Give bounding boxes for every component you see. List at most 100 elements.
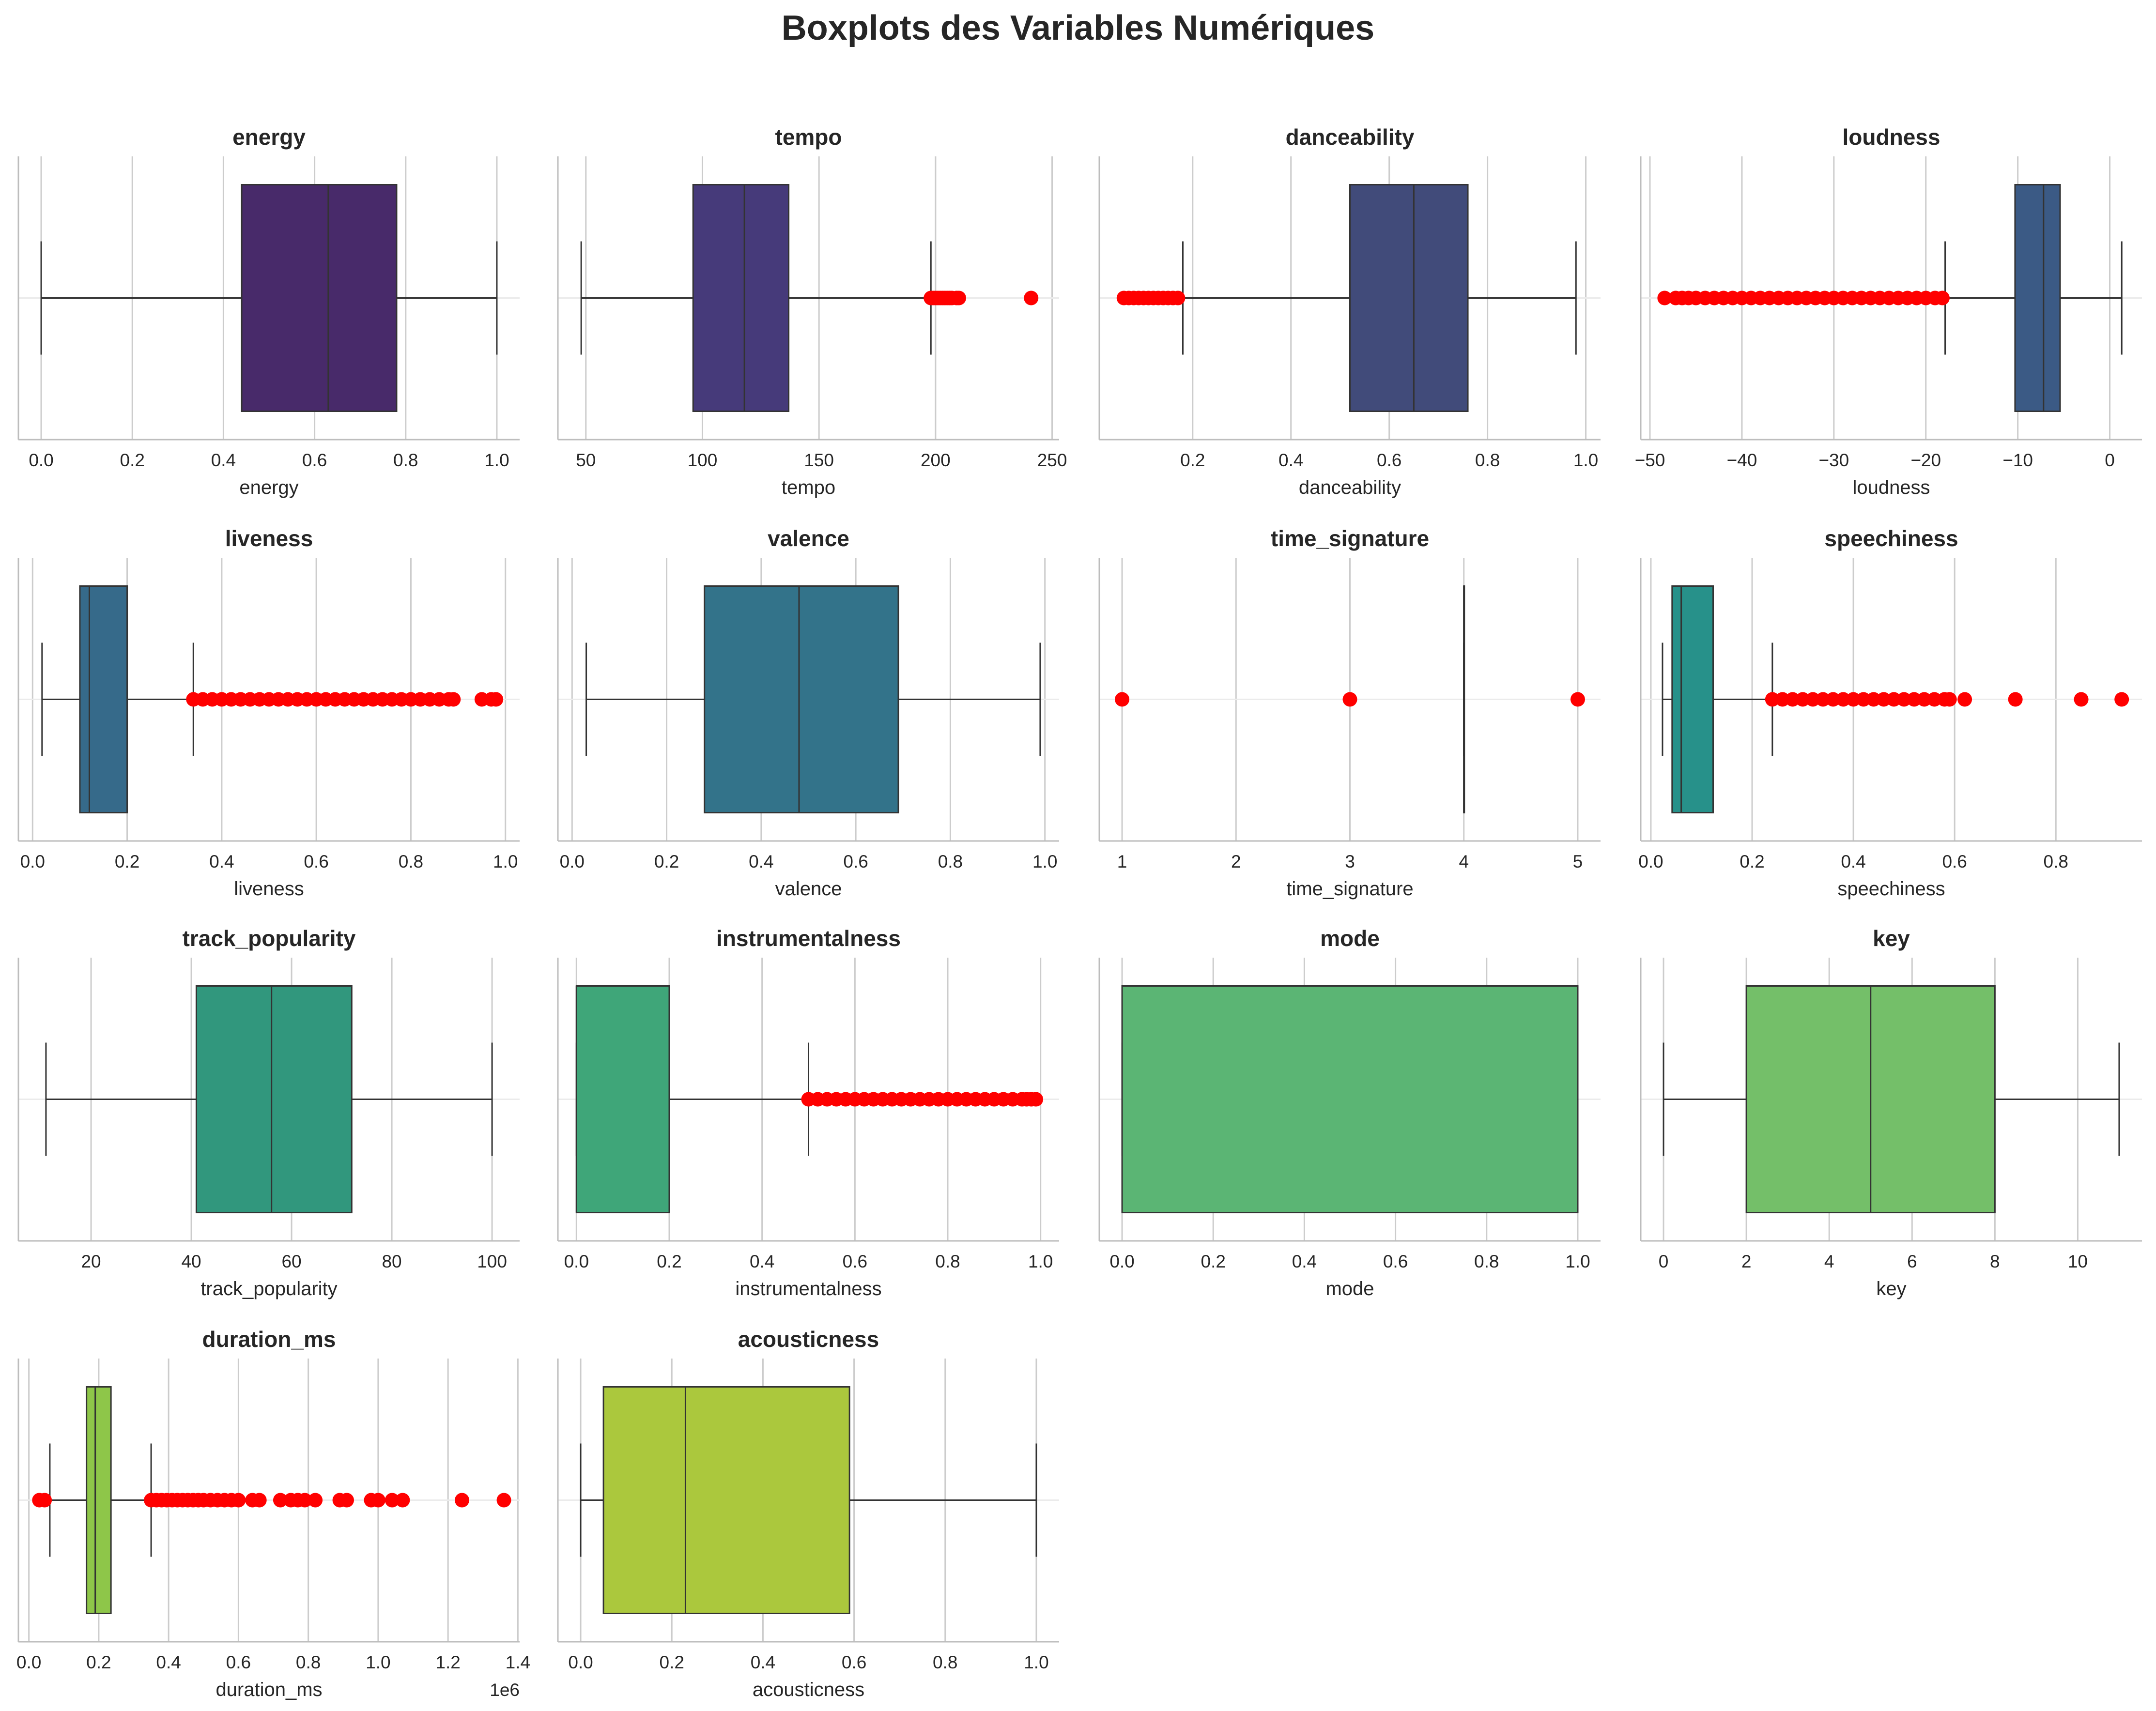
x-axis-label: loudness (1852, 477, 1930, 498)
panel-title: duration_ms (202, 1327, 336, 1352)
outlier-point (1866, 692, 1881, 707)
panel-danceability: 0.2 0.4 0.6 0.8 1.0 danceability danceability (1098, 124, 1601, 498)
outlier-point (37, 1493, 52, 1508)
tick-label: −50 (1635, 450, 1665, 470)
tick-label: 0.6 (302, 450, 327, 470)
tick-label: 1.0 (1024, 1652, 1048, 1672)
outlier-point (1957, 692, 1972, 707)
outlier-point (1927, 692, 1942, 707)
outlier-point (454, 1493, 469, 1508)
outlier-point (308, 1493, 323, 1508)
tick-label: 2 (1231, 852, 1241, 871)
outlier-point (446, 692, 461, 707)
panel-duration-ms: 0.0 0.2 0.4 0.6 0.8 1.0 1.2 1.4duration_msdurat… (16, 1327, 530, 1700)
tick-label: 60 (281, 1252, 301, 1271)
x-axis-label: key (1876, 1278, 1906, 1299)
tick-label: 0.6 (226, 1652, 251, 1672)
tick-label: 0.8 (1474, 1252, 1499, 1271)
tick-label: 0.8 (935, 1252, 960, 1271)
tick-label: 0.2 (1201, 1252, 1226, 1271)
x-axis-label: instrumentalness (735, 1278, 881, 1299)
x-axis-label: speechiness (1837, 878, 1945, 900)
panel-energy: 0.0 0.2 0.4 0.6 0.8 1.0 energy energy (17, 124, 520, 498)
outlier-point (273, 1493, 288, 1508)
tick-label: 0.0 (564, 1252, 589, 1271)
iqr-box (704, 585, 899, 813)
outlier-point (1816, 692, 1831, 707)
tick-label: 0.4 (1278, 450, 1303, 470)
tick-label: 0.0 (29, 450, 53, 470)
tick-label: 0.6 (843, 1252, 867, 1271)
x-axis-label: liveness (234, 878, 304, 900)
tick-label: 0.2 (1740, 852, 1764, 871)
outlier-point (231, 1493, 246, 1508)
iqr-box (1349, 184, 1469, 412)
tick-label: −40 (1727, 450, 1757, 470)
iqr-box (241, 184, 398, 412)
x-axis-label: time_signature (1286, 878, 1413, 900)
tick-label: 1.4 (506, 1652, 530, 1672)
figure-title: Boxplots des Variables Numériques (782, 9, 1374, 47)
tick-label: 0.2 (654, 852, 679, 871)
tick-label: 1.0 (1032, 852, 1057, 871)
panel-title: mode (1320, 926, 1380, 951)
tick-label: 0.0 (560, 852, 585, 871)
x-axis-label: danceability (1299, 477, 1401, 498)
outlier-point (1342, 692, 1357, 707)
tick-label: 0.8 (938, 852, 963, 871)
iqr-box (195, 985, 353, 1213)
outlier-point (2114, 692, 2129, 707)
tick-label: 0.0 (1109, 1252, 1134, 1271)
tick-label: 200 (921, 450, 951, 470)
tick-label: 1 (1117, 852, 1127, 871)
tick-label: 0.6 (1377, 450, 1401, 470)
panel-loudness: −50 −40 −30 −20 −10 0 loudness loudness (1635, 124, 2142, 498)
tick-label: 0.4 (750, 1252, 774, 1271)
tick-label: 0.8 (2044, 852, 2068, 871)
tick-label: 0.0 (568, 1652, 593, 1672)
tick-label: 2 (1741, 1252, 1752, 1271)
x-axis-label: tempo (782, 477, 835, 498)
outlier-point (1765, 692, 1780, 707)
iqr-box (575, 985, 670, 1213)
outlier-point (1170, 290, 1186, 306)
tick-label: 4 (1459, 852, 1469, 871)
panel-title: acousticness (738, 1327, 879, 1352)
tick-label: 50 (576, 450, 596, 470)
tick-label: 1.0 (366, 1652, 390, 1672)
iqr-box (79, 585, 128, 813)
outlier-point (297, 1493, 312, 1508)
iqr-box (692, 184, 790, 412)
panel-title: liveness (225, 526, 313, 551)
tick-label: 0.6 (842, 1652, 866, 1672)
outlier-point (496, 1493, 511, 1508)
tick-label: 0.2 (86, 1652, 111, 1672)
outlier-point (1826, 692, 1841, 707)
panel-mode: 0.0 0.2 0.4 0.6 0.8 1.0 mode mode (1098, 926, 1601, 1299)
panel-title: instrumentalness (716, 926, 901, 951)
iqr-box (1671, 585, 1714, 813)
tick-label: 250 (1037, 450, 1067, 470)
tick-label: 0.6 (304, 852, 328, 871)
tick-label: −10 (2002, 450, 2033, 470)
outlier-point (489, 692, 504, 707)
outlier-point (1570, 692, 1585, 707)
outlier-point (252, 1493, 267, 1508)
x-axis-label: valence (775, 878, 842, 900)
tick-label: 0.2 (657, 1252, 681, 1271)
outlier-point (395, 1493, 410, 1508)
tick-label: 4 (1824, 1252, 1834, 1271)
tick-label: 100 (688, 450, 718, 470)
outlier-point (1775, 692, 1790, 707)
outlier-point (1785, 692, 1800, 707)
tick-label: 0.0 (16, 1652, 41, 1672)
iqr-box (1121, 985, 1579, 1213)
tick-label: 0.6 (1383, 1252, 1408, 1271)
tick-label: 0.2 (660, 1652, 684, 1672)
tick-label: 1.0 (493, 852, 518, 871)
iqr-box (2014, 184, 2061, 412)
x-axis-label: track_popularity (200, 1278, 337, 1299)
panel-valence: 0.0 0.2 0.4 0.6 0.8 1.0 valence valence (557, 526, 1059, 900)
